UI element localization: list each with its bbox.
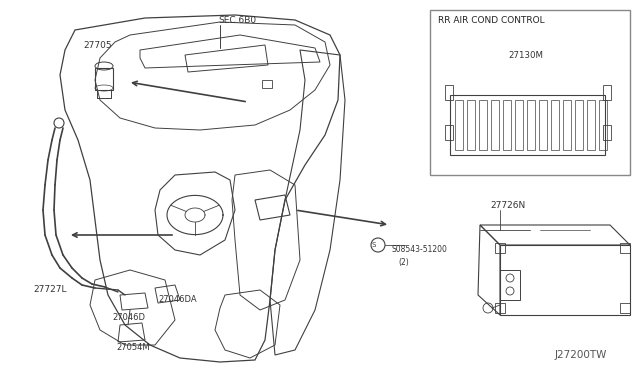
Text: 27726N: 27726N xyxy=(490,201,525,209)
Bar xyxy=(551,100,559,150)
Bar xyxy=(450,95,605,155)
Text: (2): (2) xyxy=(398,259,409,267)
Bar xyxy=(599,100,607,150)
Text: J27200TW: J27200TW xyxy=(555,350,607,360)
Text: 27046DA: 27046DA xyxy=(158,295,196,305)
Text: RR AIR COND CONTROL: RR AIR COND CONTROL xyxy=(438,16,545,25)
Bar xyxy=(430,10,630,175)
Bar xyxy=(575,100,583,150)
Bar xyxy=(603,85,611,100)
Bar xyxy=(95,68,113,90)
Bar xyxy=(491,100,499,150)
Bar xyxy=(527,100,535,150)
Bar xyxy=(262,80,272,88)
Bar xyxy=(503,100,511,150)
Text: SEC.6B0: SEC.6B0 xyxy=(218,16,256,25)
Text: 27727L: 27727L xyxy=(33,285,67,295)
Bar xyxy=(603,125,611,140)
Bar xyxy=(587,100,595,150)
Bar xyxy=(445,85,453,100)
Bar xyxy=(620,243,630,253)
Text: 27054M: 27054M xyxy=(116,343,150,353)
Bar xyxy=(455,100,463,150)
Bar xyxy=(620,303,630,313)
Bar xyxy=(563,100,571,150)
Text: 27705: 27705 xyxy=(83,41,111,49)
Bar xyxy=(467,100,475,150)
Text: S: S xyxy=(372,242,376,248)
Bar xyxy=(479,100,487,150)
Bar xyxy=(445,125,453,140)
Bar xyxy=(495,303,505,313)
Text: 27130M: 27130M xyxy=(508,51,543,60)
Text: 27046D: 27046D xyxy=(112,314,145,323)
Text: S08543-51200: S08543-51200 xyxy=(392,246,448,254)
Bar xyxy=(539,100,547,150)
Bar xyxy=(495,243,505,253)
Bar xyxy=(515,100,523,150)
